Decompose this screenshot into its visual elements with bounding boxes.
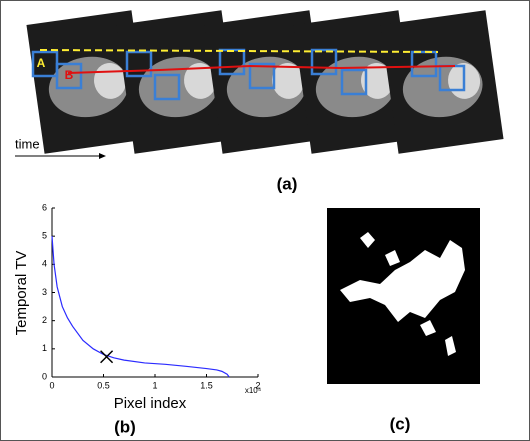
binary-blobs	[340, 232, 465, 356]
marker	[100, 350, 114, 364]
curve	[51, 236, 230, 378]
y-tick-label: 3	[42, 287, 47, 297]
mri-frames	[26, 10, 504, 154]
time-label: time	[15, 136, 40, 151]
roi-boxes	[31, 48, 466, 101]
x-tick-label: 2	[255, 380, 260, 390]
y-tick-label: 2	[42, 315, 47, 325]
x-tick-label: 0	[49, 380, 54, 390]
x-tick-label: 1	[152, 380, 157, 390]
roi-label: A	[37, 56, 46, 70]
y-tick-label: 5	[42, 231, 47, 241]
panel-label: (a)	[277, 174, 298, 193]
y-tick-label: 4	[42, 259, 47, 269]
y-tick-label: 1	[42, 343, 47, 353]
track-a	[39, 49, 439, 53]
x-axis-label: Pixel index	[114, 395, 187, 412]
panel-label: (c)	[390, 414, 411, 433]
time-arrowhead	[99, 153, 106, 159]
roi-label: B	[65, 68, 74, 82]
x-tick-label: 1.5	[200, 380, 213, 390]
track-b	[67, 64, 456, 74]
y-tick-label: 6	[42, 202, 47, 212]
panel-label: (b)	[114, 417, 136, 436]
x-tick-label: 0.5	[97, 380, 110, 390]
y-tick-label: 0	[42, 371, 47, 381]
x-multiplier: x10⁴	[245, 386, 262, 395]
y-axis-label: Temporal TV	[13, 251, 30, 336]
